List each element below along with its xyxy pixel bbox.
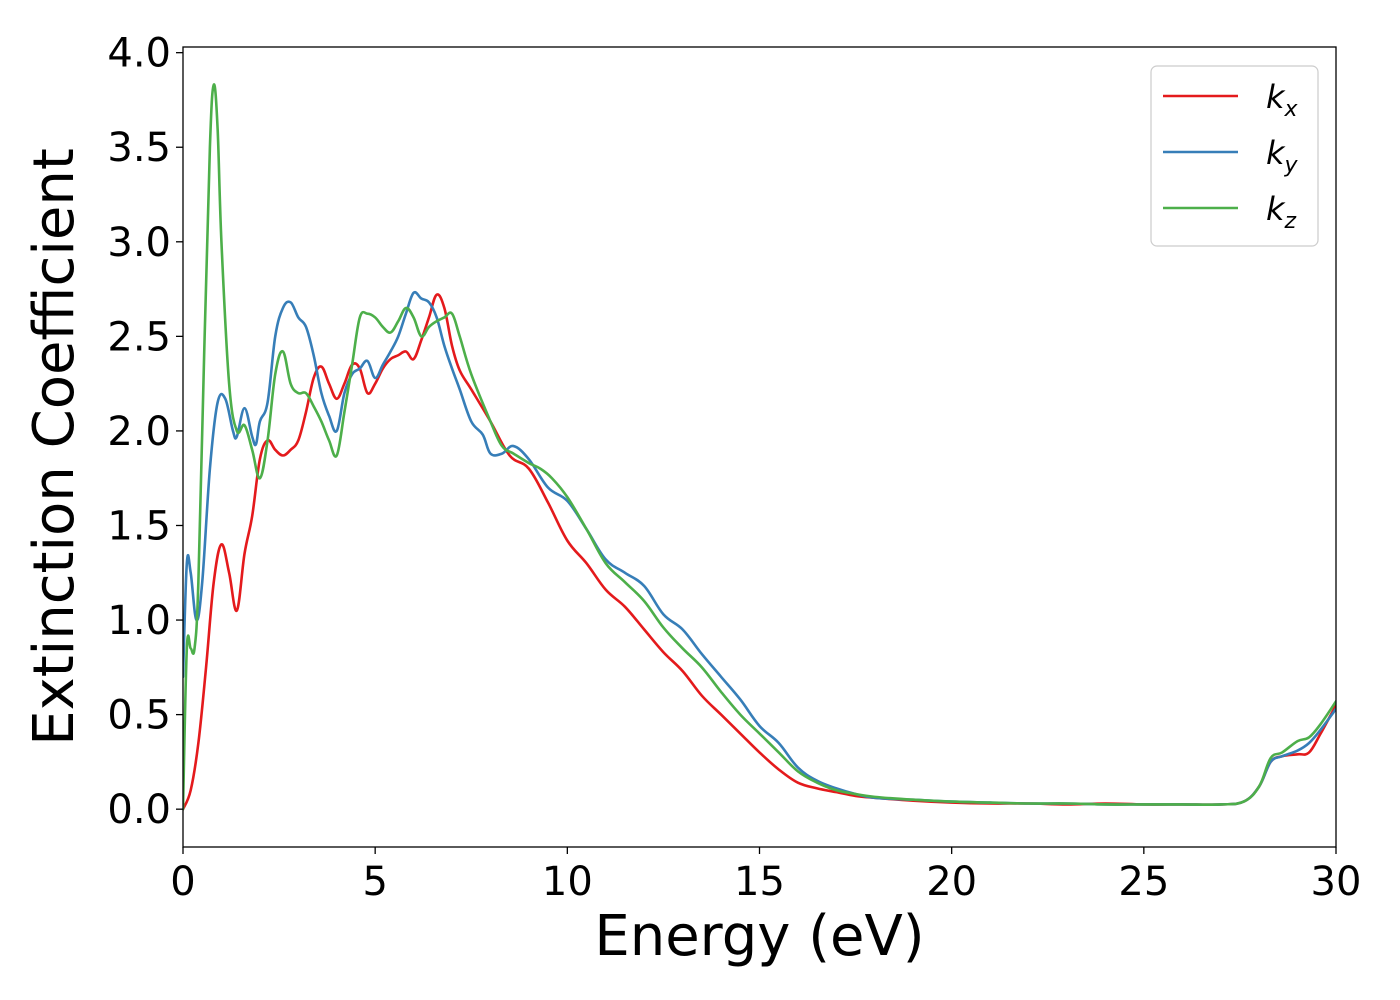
- y-tick-label: 3.0: [107, 220, 171, 266]
- x-axis-ticks: 0 5 10 15 20 25 30: [170, 847, 1361, 905]
- series-line-kz: [183, 83, 1336, 811]
- legend: kx ky kz: [1150, 65, 1319, 247]
- x-tick-label: 10: [542, 859, 593, 905]
- y-tick-label: 4.0: [107, 31, 171, 77]
- legend-label-kz: kz: [1266, 190, 1297, 234]
- y-tick-label: 0.0: [107, 787, 171, 833]
- y-tick-label: 3.5: [107, 125, 171, 171]
- x-tick-label: 15: [734, 859, 785, 905]
- x-tick-label: 5: [362, 859, 387, 905]
- x-tick-label: 0: [170, 859, 195, 905]
- y-axis-title: Extinction Coefficient: [22, 148, 87, 746]
- x-tick-label: 30: [1311, 859, 1362, 905]
- y-tick-label: 2.5: [107, 314, 171, 360]
- legend-box: [1150, 65, 1319, 247]
- x-tick-label: 20: [926, 859, 977, 905]
- y-tick-label: 1.0: [107, 598, 171, 644]
- x-tick-label: 25: [1118, 859, 1169, 905]
- y-tick-label: 2.0: [107, 409, 171, 455]
- y-axis-ticks: 0.0 0.5 1.0 1.5 2.0 2.5 3.0 3.5 4.0: [107, 31, 183, 833]
- x-axis-title: Energy (eV): [594, 904, 924, 969]
- y-tick-label: 0.5: [107, 693, 171, 739]
- legend-label-kx: kx: [1266, 78, 1299, 122]
- y-tick-label: 1.5: [107, 503, 171, 549]
- legend-label-ky: ky: [1266, 134, 1299, 178]
- series-layer: [183, 83, 1336, 811]
